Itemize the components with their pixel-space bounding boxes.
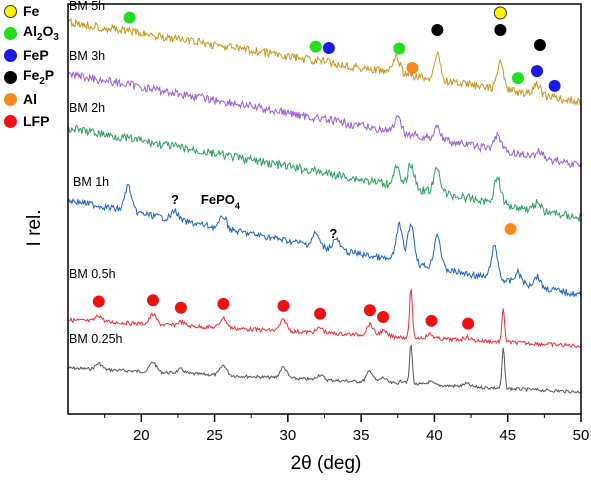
x-tick-label: 40 <box>426 427 443 444</box>
phase-marker-lfp <box>462 317 475 330</box>
phase-marker-lfp <box>174 301 187 314</box>
legend-label: Fe2P <box>23 67 55 87</box>
phase-markers-group <box>92 6 561 330</box>
y-axis-label: I rel. <box>24 210 45 247</box>
phase-marker-al2o3 <box>511 72 524 85</box>
x-tick-label: 45 <box>499 427 516 444</box>
annotation: ? <box>329 226 337 241</box>
x-tick-label: 30 <box>280 427 297 444</box>
series-label: BM 3h <box>69 49 105 63</box>
legend-dot <box>4 48 17 62</box>
phase-marker-lfp <box>147 294 160 307</box>
legend-label: Fe <box>23 3 40 19</box>
series-label: BM 5h <box>69 0 105 13</box>
phase-marker-al <box>406 62 419 74</box>
legend-item-fe: Fe <box>4 2 39 20</box>
series-line-bm-0-25h <box>67 344 582 394</box>
series-line-bm-2h <box>67 124 582 222</box>
phase-marker-lfp <box>314 307 327 320</box>
annotation: FePO4 <box>201 192 241 211</box>
legend-dot <box>4 26 17 40</box>
x-tick-label: 50 <box>573 427 590 444</box>
phase-marker-lfp <box>277 299 290 312</box>
legend-label: Al2O3 <box>23 23 59 43</box>
legend-item-fep: FeP <box>4 46 49 64</box>
phase-marker-fep <box>531 65 544 78</box>
x-tick-label: 25 <box>206 427 223 444</box>
legend-dot <box>4 4 17 18</box>
legend-label: FeP <box>23 47 49 63</box>
series-line-bm-5h <box>67 17 582 107</box>
legend-dot <box>4 114 17 128</box>
series-line-bm-3h <box>67 71 582 168</box>
phase-marker-al2o3 <box>309 40 322 53</box>
series-label: BM 2h <box>69 101 105 115</box>
series-line-bm-1h <box>67 183 582 299</box>
phase-marker-fe2p <box>494 24 507 36</box>
series-labels-group: BM 0.25h BM 0.5h BM 1h BM 2h BM 3h BM 5h <box>69 0 123 346</box>
series-line-bm-0-5h <box>67 288 582 349</box>
annotation: ? <box>171 192 179 207</box>
phase-marker-fep <box>322 42 335 54</box>
phase-marker-lfp <box>92 295 105 308</box>
phase-marker-al <box>504 223 517 235</box>
x-tick-label: 20 <box>133 427 150 444</box>
phase-marker-lfp <box>425 314 438 327</box>
series-label: BM 1h <box>73 175 109 189</box>
plot-frame <box>67 3 582 415</box>
legend-item-fe2p: Fe2P <box>4 67 55 87</box>
phase-marker-lfp <box>363 304 376 317</box>
traces-group <box>67 17 582 394</box>
phase-marker-al2o3 <box>393 42 406 55</box>
series-label: BM 0.5h <box>69 267 116 281</box>
phase-marker-fe <box>493 6 507 20</box>
legend-label: LFP <box>23 113 50 129</box>
phase-marker-fep <box>548 79 561 92</box>
legend-dot <box>4 92 17 106</box>
x-ticks-group: 20 25 30 35 40 45 50 <box>104 414 590 444</box>
phase-marker-fe2p <box>533 39 546 51</box>
legend-label: Al <box>23 91 37 107</box>
phase-marker-lfp <box>217 297 230 310</box>
annotations-group: ?? FePO4 <box>171 192 337 241</box>
phase-marker-fe2p <box>431 24 444 36</box>
series-label: BM 0.25h <box>69 332 123 346</box>
legend-item-al: Al <box>4 90 37 108</box>
x-axis-label: 2θ (deg) <box>291 453 362 474</box>
phase-marker-al2o3 <box>123 11 136 24</box>
phase-marker-lfp <box>377 310 390 323</box>
legend-dot <box>4 70 17 84</box>
x-tick-label: 35 <box>353 427 370 444</box>
legend-item-al2o3: Al2O3 <box>4 23 59 43</box>
legend-item-lfp: LFP <box>4 112 49 130</box>
